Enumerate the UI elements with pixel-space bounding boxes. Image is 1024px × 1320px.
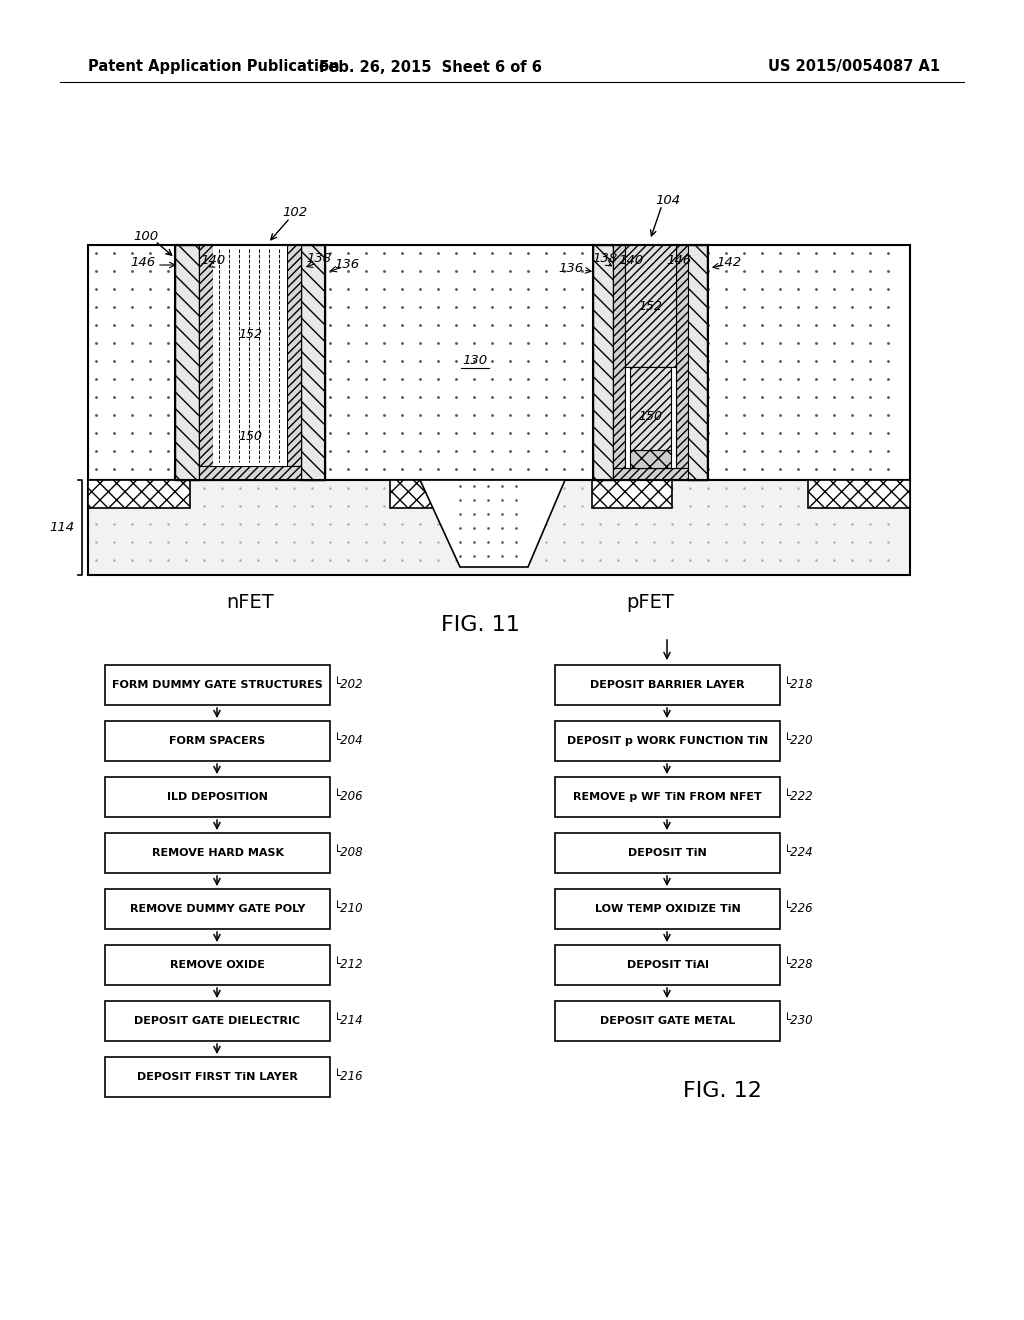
Text: 138: 138: [593, 252, 617, 265]
Text: 114: 114: [49, 521, 75, 535]
Bar: [88, 246, 910, 480]
Text: pFET: pFET: [626, 593, 674, 611]
Text: └220: └220: [784, 734, 814, 747]
Text: 136: 136: [558, 263, 584, 276]
Text: FORM SPACERS: FORM SPACERS: [169, 737, 265, 746]
Text: 130: 130: [463, 354, 487, 367]
Text: └228: └228: [784, 958, 814, 972]
Text: FORM DUMMY GATE STRUCTURES: FORM DUMMY GATE STRUCTURES: [112, 680, 323, 690]
Bar: [199, 246, 301, 480]
Bar: [593, 246, 613, 480]
Text: └224: └224: [784, 846, 814, 859]
Text: 102: 102: [283, 206, 307, 219]
Text: └230: └230: [784, 1015, 814, 1027]
Text: └214: └214: [334, 1015, 364, 1027]
Bar: [287, 246, 301, 466]
Bar: [808, 480, 910, 508]
Bar: [613, 246, 625, 469]
Text: └210: └210: [334, 903, 364, 916]
Bar: [105, 1057, 330, 1097]
Bar: [630, 367, 671, 450]
Text: 104: 104: [655, 194, 681, 206]
Text: 100: 100: [133, 231, 159, 243]
Bar: [105, 1001, 330, 1041]
Bar: [88, 480, 910, 576]
Bar: [199, 466, 301, 480]
Bar: [175, 246, 199, 480]
Text: DEPOSIT TiAl: DEPOSIT TiAl: [627, 960, 709, 970]
Bar: [105, 833, 330, 873]
Bar: [555, 888, 780, 929]
Bar: [687, 246, 707, 480]
Bar: [199, 246, 213, 466]
Bar: [555, 721, 780, 762]
Text: └208: └208: [334, 846, 364, 859]
Bar: [676, 246, 688, 469]
Bar: [88, 480, 190, 508]
Text: └226: └226: [784, 903, 814, 916]
Text: REMOVE p WF TiN FROM NFET: REMOVE p WF TiN FROM NFET: [573, 792, 762, 803]
Bar: [390, 480, 490, 508]
Bar: [592, 480, 672, 508]
Bar: [625, 246, 676, 367]
Text: US 2015/0054087 A1: US 2015/0054087 A1: [768, 59, 940, 74]
Text: REMOVE DUMMY GATE POLY: REMOVE DUMMY GATE POLY: [130, 904, 305, 913]
Text: DEPOSIT BARRIER LAYER: DEPOSIT BARRIER LAYER: [590, 680, 744, 690]
Bar: [613, 246, 688, 480]
Text: └204: └204: [334, 734, 364, 747]
Text: DEPOSIT TiN: DEPOSIT TiN: [628, 847, 707, 858]
Text: 150: 150: [238, 429, 262, 442]
Text: 142: 142: [717, 256, 741, 269]
Bar: [555, 945, 780, 985]
Bar: [555, 665, 780, 705]
Bar: [105, 888, 330, 929]
Text: └222: └222: [784, 791, 814, 804]
Text: REMOVE HARD MASK: REMOVE HARD MASK: [152, 847, 284, 858]
Text: 136: 136: [335, 259, 359, 272]
Bar: [630, 450, 671, 469]
Bar: [555, 777, 780, 817]
Text: └218: └218: [784, 678, 814, 692]
Text: 146: 146: [667, 255, 691, 268]
Bar: [105, 945, 330, 985]
Text: 140: 140: [618, 255, 643, 268]
Text: 140: 140: [201, 255, 225, 268]
Text: Feb. 26, 2015  Sheet 6 of 6: Feb. 26, 2015 Sheet 6 of 6: [318, 59, 542, 74]
Polygon shape: [420, 480, 565, 568]
Text: └202: └202: [334, 678, 364, 692]
Text: DEPOSIT p WORK FUNCTION TiN: DEPOSIT p WORK FUNCTION TiN: [567, 737, 768, 746]
Text: nFET: nFET: [226, 593, 273, 611]
Text: REMOVE OXIDE: REMOVE OXIDE: [170, 960, 265, 970]
Text: LOW TEMP OXIDIZE TiN: LOW TEMP OXIDIZE TiN: [595, 904, 740, 913]
Bar: [555, 1001, 780, 1041]
Text: 152: 152: [238, 329, 262, 342]
Text: 138: 138: [306, 252, 332, 265]
Bar: [175, 246, 325, 480]
Text: DEPOSIT GATE DIELECTRIC: DEPOSIT GATE DIELECTRIC: [134, 1016, 301, 1026]
Bar: [301, 246, 325, 480]
Text: 146: 146: [130, 256, 156, 269]
Text: DEPOSIT GATE METAL: DEPOSIT GATE METAL: [600, 1016, 735, 1026]
Text: 152: 152: [638, 300, 662, 313]
Text: 150: 150: [638, 411, 662, 424]
Text: └212: └212: [334, 958, 364, 972]
Bar: [593, 246, 708, 480]
Text: └206: └206: [334, 791, 364, 804]
Text: └216: └216: [334, 1071, 364, 1084]
Text: Patent Application Publication: Patent Application Publication: [88, 59, 340, 74]
Text: FIG. 12: FIG. 12: [683, 1081, 762, 1101]
Text: FIG. 11: FIG. 11: [440, 615, 519, 635]
Bar: [213, 246, 287, 466]
Bar: [555, 833, 780, 873]
Bar: [105, 665, 330, 705]
Text: DEPOSIT FIRST TiN LAYER: DEPOSIT FIRST TiN LAYER: [137, 1072, 298, 1082]
Bar: [105, 777, 330, 817]
Text: ILD DEPOSITION: ILD DEPOSITION: [167, 792, 268, 803]
Bar: [625, 367, 676, 469]
Bar: [105, 721, 330, 762]
Bar: [613, 469, 688, 480]
